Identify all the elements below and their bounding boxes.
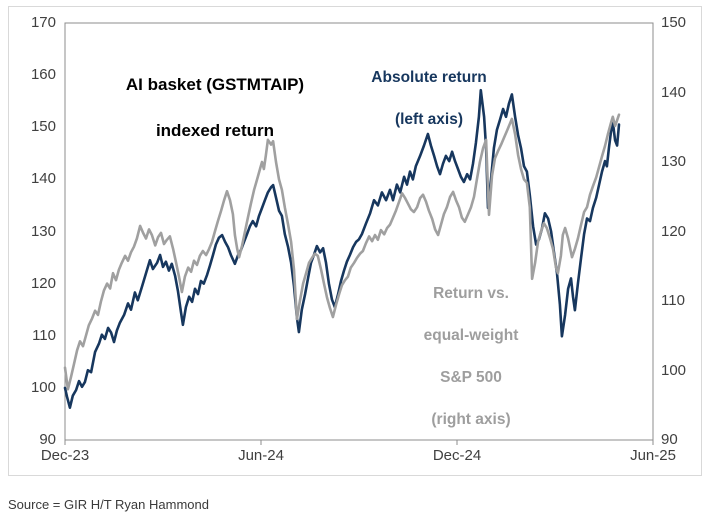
left-axis-tick-label: 120: [30, 275, 56, 292]
series-label-relative-return: Return vs. equal-weight S&P 500 (right a…: [361, 262, 581, 451]
chart-title: AI basket (GSTMTAIP) indexed return: [85, 50, 345, 165]
right-axis-tick-label: 140: [661, 84, 687, 101]
right-axis-tick-label: 130: [661, 153, 687, 170]
left-axis-tick-label: 150: [30, 118, 56, 135]
relative-return-label-line3: S&P 500: [440, 369, 502, 386]
absolute-return-label-line2: (left axis): [394, 111, 464, 128]
source-note: Source = GIR H/T Ryan Hammond: [8, 497, 209, 512]
series-line-relative-return: [63, 113, 621, 391]
absolute-return-label-line1: Absolute return: [371, 69, 487, 86]
left-axis-tick-label: 90: [39, 431, 56, 448]
right-axis-tick-label: 100: [661, 362, 687, 379]
chart-title-line2: indexed return: [155, 121, 275, 140]
right-axis-tick-label: 150: [661, 14, 687, 31]
relative-return-label-line2: equal-weight: [423, 327, 519, 344]
right-axis-tick-label: 90: [661, 431, 678, 448]
left-axis-tick-label: 160: [30, 66, 56, 83]
right-axis-tick-label: 120: [661, 223, 687, 240]
x-axis-tick-label: Dec-24: [432, 447, 482, 464]
left-axis-tick-label: 170: [30, 14, 56, 31]
x-axis-tick-label: Jun-25: [630, 447, 676, 464]
chart-outer-border: [8, 6, 702, 476]
relative-return-label-line4: (right axis): [431, 411, 511, 428]
left-axis-tick-label: 130: [30, 223, 56, 240]
chart-title-line1: AI basket (GSTMTAIP): [125, 75, 305, 94]
x-axis-tick-label: Jun-24: [238, 447, 284, 464]
left-axis-tick-label: 140: [30, 170, 56, 187]
series-label-absolute-return: Absolute return (left axis): [319, 46, 539, 151]
x-axis-tick-label: Dec-23: [40, 447, 90, 464]
plot-frame: [64, 22, 654, 441]
right-axis-tick-label: 110: [661, 292, 685, 309]
left-axis-tick-label: 110: [32, 327, 56, 344]
relative-return-label-line1: Return vs.: [433, 285, 509, 302]
left-axis-tick-label: 100: [30, 379, 56, 396]
